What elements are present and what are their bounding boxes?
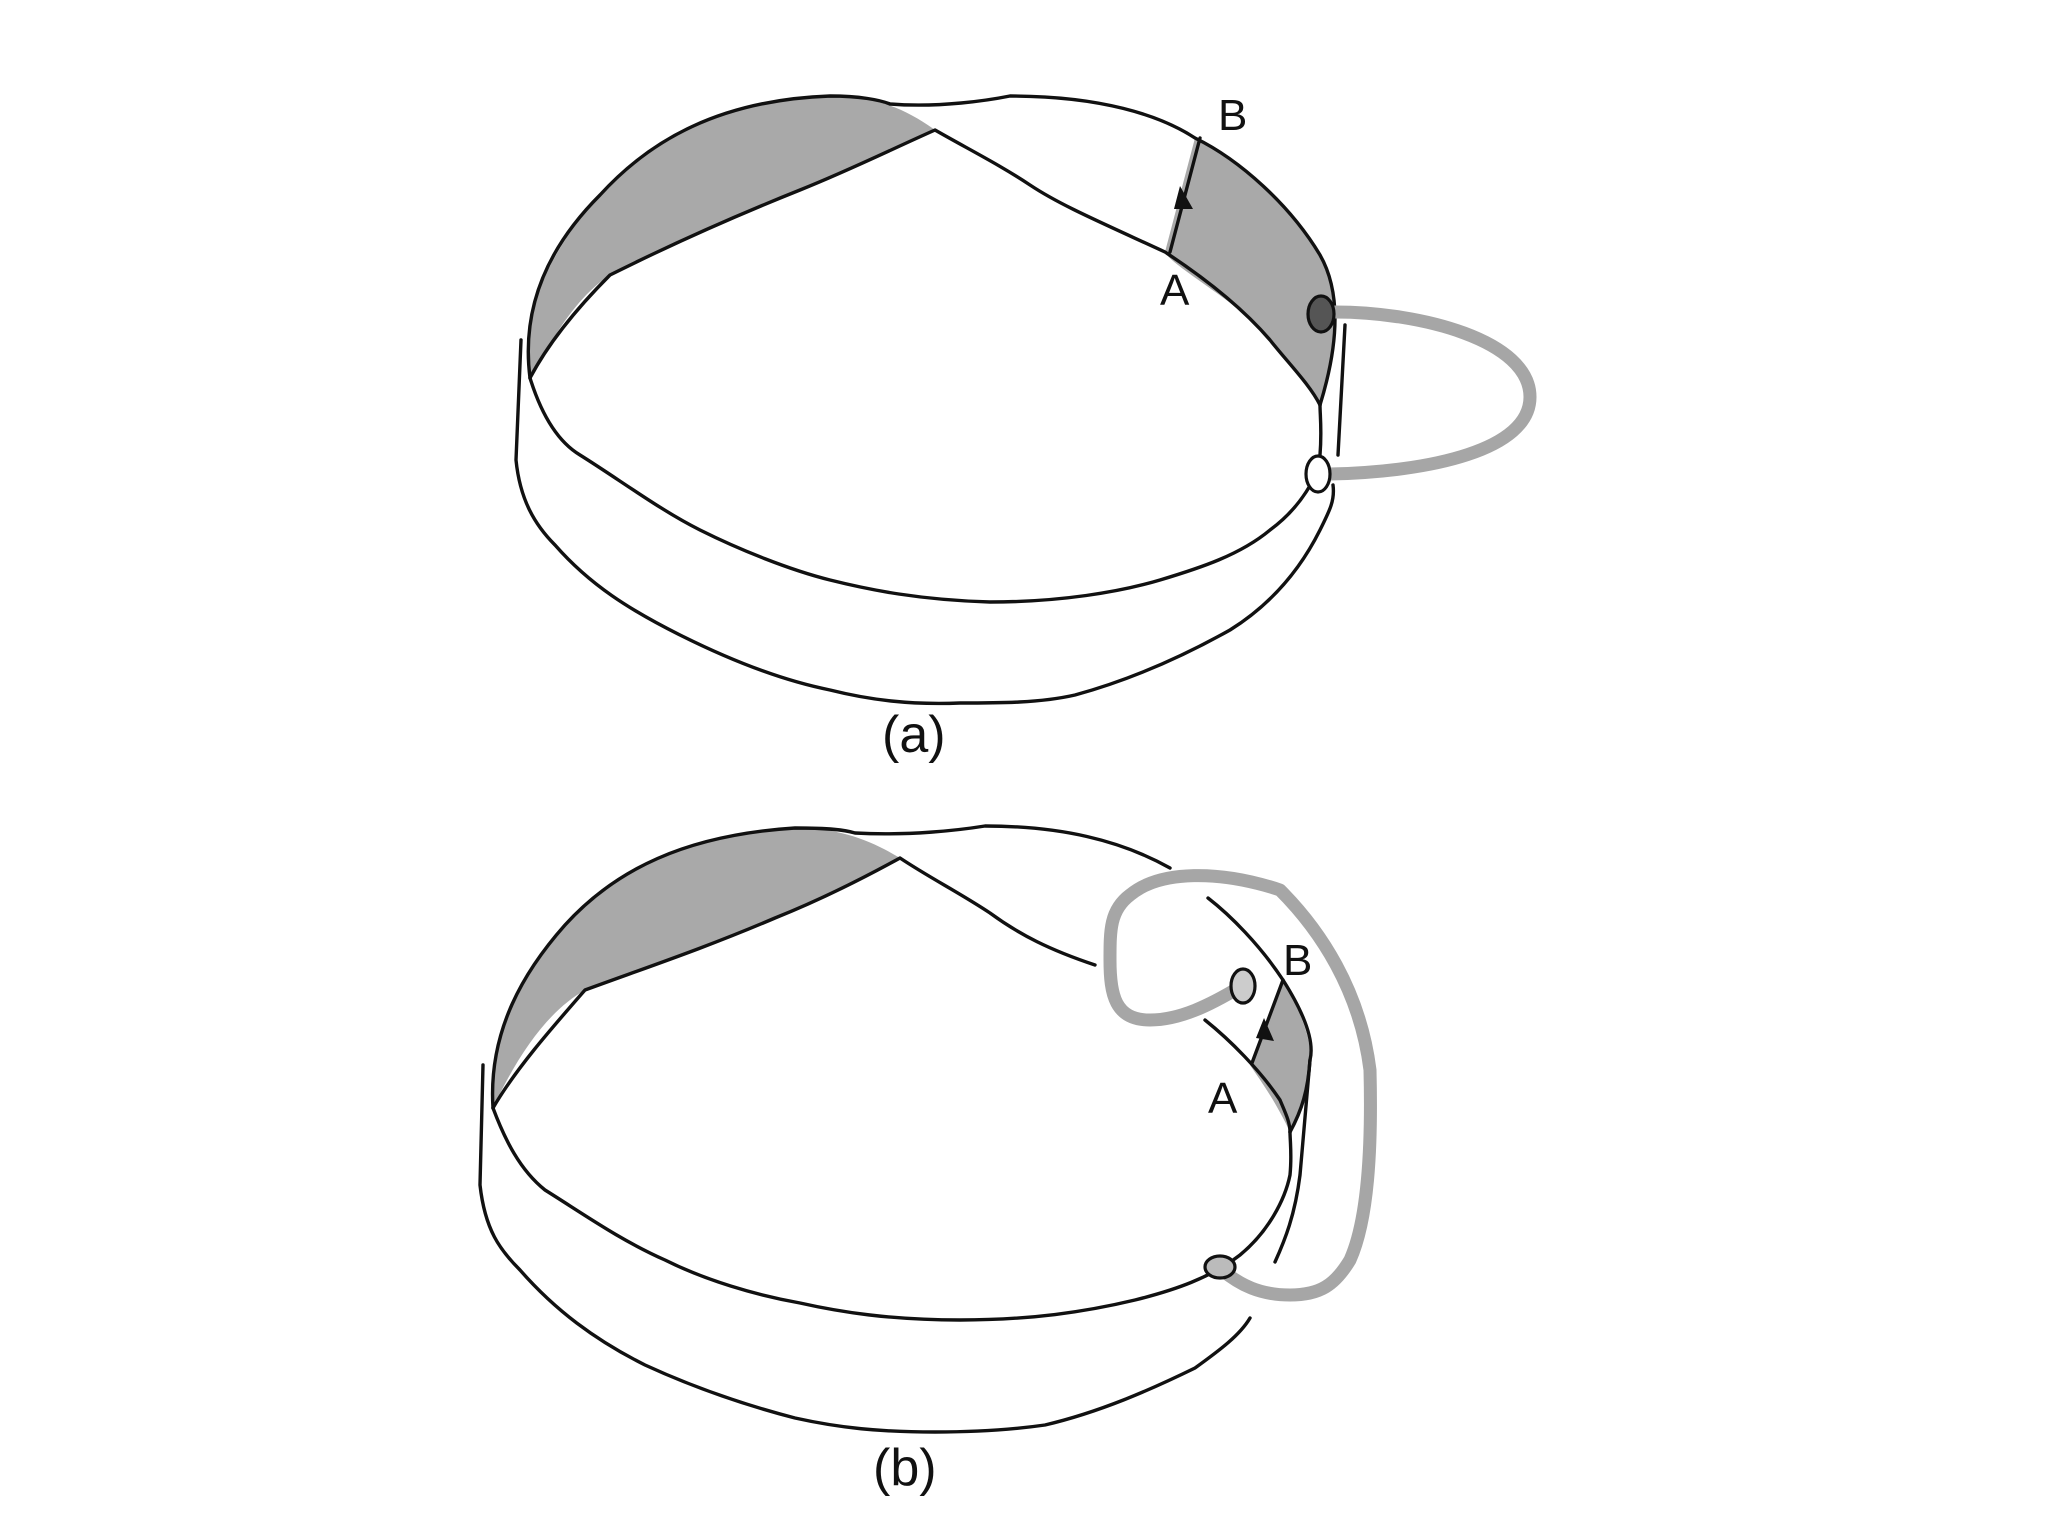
ring-outer-wall-a	[514, 338, 1336, 706]
label-a-end: B	[1218, 91, 1247, 140]
ring-top-rim-a	[526, 94, 1337, 407]
label-a-start: A	[1160, 266, 1190, 315]
panel-b: A B (b)	[478, 824, 1377, 1497]
shaded-strip-left-a	[528, 96, 935, 378]
shaded-strip-right-a	[1165, 138, 1335, 405]
hole-light-a	[1304, 454, 1332, 494]
path-arrow-b	[1250, 978, 1285, 1065]
panel-a: A B (a)	[514, 91, 1537, 764]
caption-b: (b)	[873, 1439, 937, 1497]
tube-loop-b	[1103, 869, 1377, 1302]
hole-lower-b	[1203, 1254, 1237, 1280]
hole-upper-b	[1229, 967, 1257, 1005]
tube-loop-a	[1323, 305, 1537, 481]
ring-right-wall-b	[1273, 1058, 1312, 1264]
shaded-strip-left-b	[492, 828, 900, 1108]
arrowhead-b	[1256, 1018, 1274, 1041]
ring-top-rim-b	[490, 824, 1172, 1110]
ring-right-wall-a	[1336, 323, 1347, 457]
ring-inner-bottom-b	[491, 1106, 1293, 1322]
ring-inner-right-b	[1203, 1018, 1292, 1134]
ring-inner-top-b	[491, 856, 1097, 1110]
label-b-end: B	[1283, 936, 1312, 985]
hole-dark-a	[1306, 294, 1336, 334]
ring-outer-wall-b	[478, 1063, 1252, 1434]
ring-rim-right-b	[1206, 896, 1313, 1134]
ring-inner-bottom-a	[528, 376, 1323, 604]
arrowhead-a	[1174, 186, 1193, 209]
caption-a: (a)	[882, 706, 946, 764]
ring-inner-top-a	[528, 128, 1322, 407]
shaded-strip-right-b	[1250, 980, 1311, 1132]
label-b-start: A	[1208, 1074, 1238, 1123]
